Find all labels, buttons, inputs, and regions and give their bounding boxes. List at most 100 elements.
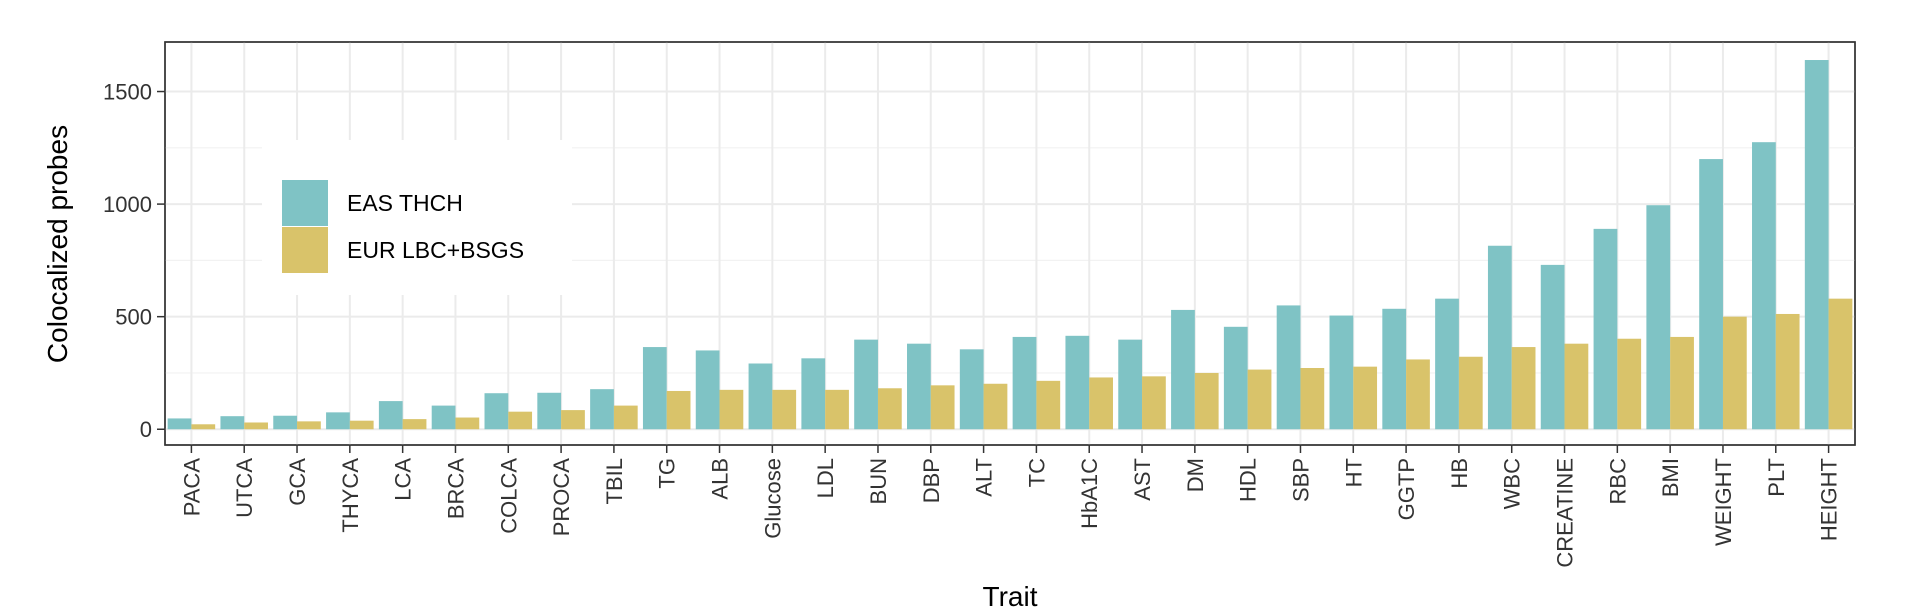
x-tick-label: PACA — [179, 458, 204, 517]
bar-eur-lbc-bsgs-sbp — [1300, 368, 1325, 430]
x-tick-label: HB — [1447, 458, 1472, 489]
x-tick-label: RBC — [1605, 458, 1630, 505]
bar-eur-lbc-bsgs-weight — [1722, 316, 1747, 430]
bar-eas-thch-ggtp — [1382, 308, 1407, 430]
x-tick-label: PLT — [1764, 458, 1789, 497]
bar-eur-lbc-bsgs-proca — [561, 410, 585, 430]
bar-eur-lbc-bsgs-hdl — [1247, 369, 1272, 430]
bar-eur-lbc-bsgs-hb — [1458, 356, 1483, 430]
bar-eur-lbc-bsgs-height — [1828, 298, 1853, 430]
bar-eur-lbc-bsgs-lca — [402, 419, 427, 430]
x-tick-label: BRCA — [443, 458, 468, 519]
bar-eas-thch-dbp — [907, 343, 931, 430]
y-axis-title: Colocalized probes — [42, 125, 73, 363]
x-tick-label: ALT — [972, 458, 997, 497]
bar-eas-thch-tbil — [590, 389, 614, 430]
x-tick-label: BMI — [1658, 458, 1683, 497]
bar-eur-lbc-bsgs-dm — [1194, 372, 1219, 430]
bar-eas-thch-sbp — [1276, 305, 1301, 430]
bar-eas-thch-thyca — [326, 412, 350, 430]
x-tick-label: UTCA — [232, 458, 257, 518]
bar-eur-lbc-bsgs-glucose — [772, 389, 797, 430]
y-tick-label: 500 — [115, 305, 152, 330]
bar-eur-lbc-bsgs-gca — [297, 421, 321, 430]
bar-eur-lbc-bsgs-ggtp — [1406, 359, 1430, 430]
bar-eas-thch-proca — [537, 392, 562, 430]
x-tick-label: TG — [655, 458, 680, 489]
x-tick-label: DM — [1183, 458, 1208, 492]
x-tick-label: LCA — [391, 458, 416, 501]
bar-eur-lbc-bsgs-wbc — [1511, 347, 1536, 430]
bar-eas-thch-creatine — [1540, 264, 1565, 430]
bar-eur-lbc-bsgs-tc — [1036, 380, 1061, 430]
x-axis: PACA UTCA GCA THYCA LCA BRCA COLCA PROCA TBIL TG A… — [179, 445, 1842, 568]
bar-eur-lbc-bsgs-alb — [719, 389, 744, 430]
x-tick-label: AST — [1130, 458, 1155, 501]
x-tick-label: WEIGHT — [1711, 458, 1736, 546]
legend: EAS THCH EUR LBC+BSGS — [262, 140, 572, 295]
bar-eur-lbc-bsgs-brca — [455, 417, 480, 430]
bar-eas-thch-hdl — [1223, 326, 1248, 430]
bar-eas-thch-ldl — [801, 358, 826, 430]
y-tick-label: 1000 — [103, 192, 152, 217]
x-tick-label: HEIGHT — [1817, 458, 1842, 541]
bar-eur-lbc-bsgs-bmi — [1670, 336, 1694, 430]
x-tick-label: COLCA — [496, 458, 521, 534]
x-tick-label: HDL — [1236, 458, 1261, 502]
bar-eur-lbc-bsgs-utca — [244, 422, 268, 430]
bar-eur-lbc-bsgs-bun — [877, 388, 902, 430]
x-tick-label: PROCA — [549, 458, 574, 537]
x-tick-label: WBC — [1500, 458, 1525, 509]
y-tick-label: 1500 — [103, 80, 152, 105]
bar-eur-lbc-bsgs-dbp — [930, 385, 955, 430]
bar-eur-lbc-bsgs-rbc — [1617, 338, 1642, 430]
x-tick-label: SBP — [1288, 458, 1313, 502]
x-tick-label: HbA1C — [1077, 458, 1102, 529]
bar-eas-thch-bmi — [1646, 205, 1671, 430]
bar-eas-thch-plt — [1752, 142, 1776, 430]
legend-key-eas-thch — [282, 180, 328, 226]
legend-label-eas-thch: EAS THCH — [347, 190, 463, 216]
x-tick-label: LDL — [813, 458, 838, 498]
x-tick-label: TC — [1024, 458, 1049, 487]
bar-eas-thch-rbc — [1593, 228, 1618, 430]
bars — [167, 60, 1853, 430]
x-tick-label: GCA — [285, 458, 310, 506]
x-tick-label: BUN — [866, 458, 891, 504]
legend-key-eur-lbc-bsgs — [282, 227, 328, 273]
bar-eas-thch-alb — [695, 350, 720, 430]
bar-eur-lbc-bsgs-paca — [191, 424, 216, 430]
x-tick-label: CREATINE — [1553, 458, 1578, 568]
bar-eas-thch-alt — [959, 349, 984, 430]
y-tick-label: 0 — [140, 417, 152, 442]
bar-eas-thch-tc — [1012, 336, 1037, 430]
x-tick-label: TBIL — [602, 458, 627, 504]
bar-eur-lbc-bsgs-alt — [983, 383, 1008, 430]
bar-eur-lbc-bsgs-hba1c — [1089, 377, 1113, 430]
bar-eas-thch-hba1c — [1065, 335, 1090, 430]
legend-label-eur-lbc-bsgs: EUR LBC+BSGS — [347, 237, 524, 263]
bar-eas-thch-hb — [1435, 298, 1459, 430]
bar-eas-thch-ht — [1329, 315, 1354, 430]
plot-border — [164, 41, 1856, 446]
y-axis: 0 500 1000 1500 — [103, 80, 165, 442]
bar-eur-lbc-bsgs-thyca — [349, 420, 374, 430]
bar-eur-lbc-bsgs-colca — [508, 411, 533, 430]
bar-eur-lbc-bsgs-tg — [666, 390, 691, 430]
bar-eas-thch-brca — [431, 405, 456, 430]
x-tick-label: DBP — [919, 458, 944, 503]
bar-eas-thch-height — [1804, 60, 1829, 430]
bar-eas-thch-paca — [167, 418, 192, 430]
x-axis-title: Trait — [983, 581, 1038, 612]
bar-eur-lbc-bsgs-ast — [1142, 376, 1166, 430]
x-tick-label: HT — [1341, 458, 1366, 487]
bar-eas-thch-wbc — [1487, 245, 1512, 430]
bar-eas-thch-glucose — [748, 363, 773, 430]
bar-eur-lbc-bsgs-tbil — [613, 405, 638, 430]
x-tick-label: ALB — [708, 458, 733, 500]
bar-eur-lbc-bsgs-ht — [1353, 366, 1378, 430]
bar-eas-thch-ast — [1118, 339, 1143, 430]
bar-eas-thch-utca — [220, 416, 245, 430]
bar-eur-lbc-bsgs-ldl — [825, 389, 849, 430]
